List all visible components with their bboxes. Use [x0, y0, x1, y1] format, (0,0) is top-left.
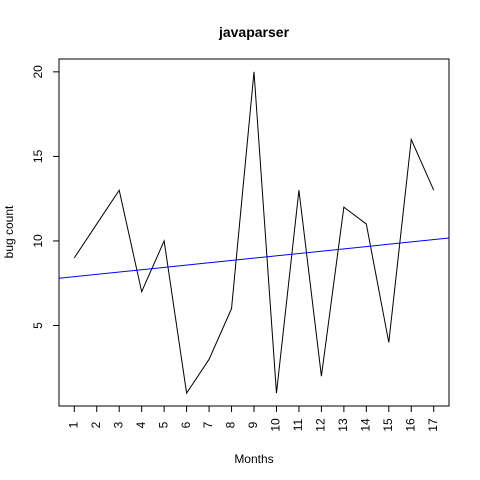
y-axis-title: bug count: [2, 205, 16, 258]
y-tick-label: 15: [31, 149, 45, 163]
x-tick-label: 7: [201, 421, 215, 428]
x-tick-label: 12: [314, 418, 328, 432]
x-tick-label: 13: [336, 418, 350, 432]
x-tick-label: 15: [381, 418, 395, 432]
x-axis: 1 2 3 4 5 6 7 8 9 10 11 12 13 14 15 16 17: [66, 406, 440, 432]
x-tick-label: 17: [426, 418, 440, 432]
x-tick-label: 11: [291, 418, 305, 431]
plot-frame: [58, 58, 450, 407]
chart-title: javaparser: [218, 24, 290, 40]
x-tick-label: 1: [66, 421, 80, 428]
bug-count-line: [73, 71, 435, 395]
trend-line: [58, 237, 450, 279]
x-tick-label: 10: [269, 418, 283, 432]
x-tick-label: 5: [156, 421, 170, 428]
x-tick-label: 14: [358, 418, 372, 432]
x-tick-label: 6: [179, 421, 193, 428]
x-tick-label: 2: [89, 421, 103, 428]
y-tick-label: 5: [31, 322, 45, 329]
x-axis-title: Months: [234, 452, 273, 466]
x-tick-label: 8: [224, 421, 238, 428]
x-tick-label: 3: [111, 421, 125, 428]
series-layer: [58, 71, 450, 395]
x-tick-label: 4: [134, 421, 148, 428]
y-tick-label: 20: [31, 65, 45, 79]
y-tick-label: 10: [31, 234, 45, 248]
x-tick-label: 9: [246, 421, 260, 428]
y-axis: 5 10 15 20: [31, 65, 59, 329]
x-tick-label: 16: [403, 418, 417, 432]
